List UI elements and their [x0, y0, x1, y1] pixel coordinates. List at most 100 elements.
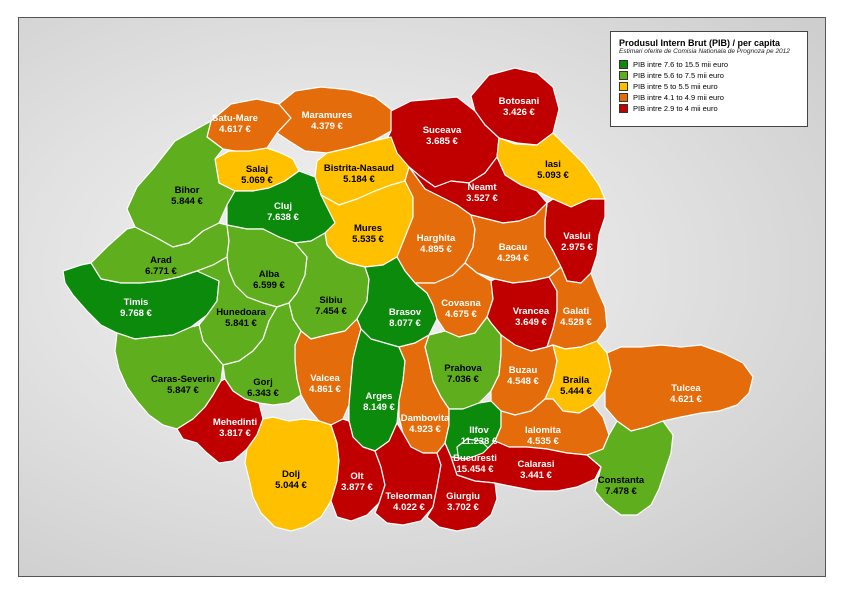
- county-value: 4.861 €: [309, 384, 341, 395]
- legend-item: PIB intre 7.6 to 15.5 mii euro: [619, 59, 799, 70]
- county-value: 3.702 €: [447, 502, 479, 513]
- county-label: Sibiu: [319, 295, 342, 306]
- legend-subtitle: Estimari oferite de Comisia Nationala de…: [619, 48, 790, 55]
- county-label: Alba: [259, 269, 280, 280]
- county-value: 2.975 €: [561, 242, 593, 253]
- county-label: Tulcea: [671, 383, 701, 394]
- county-value: 4.528 €: [560, 317, 592, 328]
- county-value: 3.426 €: [503, 107, 535, 118]
- county-value: 4.617 €: [219, 124, 251, 135]
- county-label: Bihor: [175, 185, 200, 196]
- county-value: 5.841 €: [225, 318, 257, 329]
- county-value: 5.844 €: [171, 196, 203, 207]
- county-value: 3.685 €: [426, 136, 458, 147]
- county-value: 5.847 €: [167, 385, 199, 396]
- county-value: 7.478 €: [605, 486, 637, 497]
- county-label: Teleorman: [385, 491, 433, 502]
- county-value: 9.768 €: [120, 308, 152, 319]
- county-value: 4.895 €: [420, 244, 452, 255]
- legend-item: PIB intre 5.6 to 7.5 mii euro: [619, 70, 799, 81]
- county-label: Bucuresti: [453, 453, 497, 464]
- legend-title: Produsul Intern Brut (PIB) / per capita: [619, 38, 781, 48]
- county-value: 8.149 €: [363, 402, 395, 413]
- county-tulcea: [604, 344, 754, 432]
- county-value: 15.454 €: [457, 464, 495, 475]
- county-label: Caras-Severin: [151, 374, 215, 385]
- county-label: Suceava: [423, 125, 462, 136]
- legend-label: PIB intre 2.9 to 4 mii euro: [633, 104, 718, 113]
- county-label: Timis: [124, 297, 149, 308]
- county-label: Dolj: [282, 469, 300, 480]
- county-value: 3.817 €: [219, 428, 251, 439]
- map-frame: Satu-Mare 4.617 € Maramures 4.379 € Botosani…: [18, 17, 826, 577]
- county-value: 7.036 €: [447, 374, 479, 385]
- county-value: 3.649 €: [515, 317, 547, 328]
- county-label: Maramures: [302, 110, 353, 121]
- county-label: Constanta: [598, 475, 645, 486]
- legend-swatch: [619, 71, 628, 80]
- county-constanta: [586, 420, 674, 516]
- county-value: 4.535 €: [527, 436, 559, 447]
- legend-swatch: [619, 93, 628, 102]
- county-value: 4.548 €: [507, 376, 539, 387]
- county-value: 6.343 €: [247, 388, 279, 399]
- county-label: Harghita: [417, 233, 456, 244]
- county-label: Mures: [354, 223, 382, 234]
- county-value: 5.069 €: [241, 175, 273, 186]
- county-label: Buzau: [509, 365, 538, 376]
- county-value: 5.184 €: [343, 174, 375, 185]
- county-value: 3.877 €: [341, 482, 373, 493]
- county-label: Vaslui: [563, 231, 590, 242]
- county-label: Valcea: [310, 373, 340, 384]
- county-value: 4.022 €: [393, 502, 425, 513]
- county-value: 7.454 €: [315, 306, 347, 317]
- county-value: 4.923 €: [409, 424, 441, 435]
- county-value: 3.441 €: [520, 470, 552, 481]
- county-label: Cluj: [274, 201, 292, 212]
- legend-swatch: [619, 104, 628, 113]
- county-label: Prahova: [444, 363, 482, 374]
- county-value: 5.093 €: [537, 170, 569, 181]
- county-value: 11.238 €: [461, 436, 498, 447]
- county-value: 4.294 €: [497, 253, 529, 264]
- county-label: Mehedinti: [213, 417, 257, 428]
- legend-item: PIB intre 5 to 5.5 mii euro: [619, 81, 799, 92]
- legend-label: PIB intre 5 to 5.5 mii euro: [633, 82, 718, 91]
- county-label: Dambovita: [401, 413, 450, 424]
- county-label: Arad: [150, 255, 172, 266]
- county-value: 5.535 €: [352, 234, 384, 245]
- county-label: Satu-Mare: [212, 113, 258, 124]
- legend-label: PIB intre 4.1 to 4.9 mii euro: [633, 93, 724, 102]
- county-value: 4.379 €: [311, 121, 343, 132]
- county-value: 3.527 €: [466, 193, 498, 204]
- county-value: 5.444 €: [560, 386, 592, 397]
- county-value: 6.599 €: [253, 280, 285, 291]
- county-label: Salaj: [246, 164, 268, 175]
- county-value: 5.044 €: [275, 480, 307, 491]
- county-value: 4.675 €: [445, 309, 477, 320]
- county-regions: [62, 67, 754, 532]
- county-label: Olt: [350, 471, 364, 482]
- legend-label: PIB intre 5.6 to 7.5 mii euro: [633, 71, 724, 80]
- county-label: Calarasi: [518, 459, 555, 470]
- county-label: Covasna: [441, 298, 481, 309]
- county-label: Bistrita-Nasaud: [324, 163, 394, 174]
- county-label: Braila: [563, 375, 590, 386]
- county-label: Brasov: [389, 307, 422, 318]
- legend-item: PIB intre 2.9 to 4 mii euro: [619, 103, 799, 114]
- county-label: Arges: [366, 391, 393, 402]
- county-label: Bacau: [499, 242, 528, 253]
- county-label: Giurgiu: [446, 491, 480, 502]
- county-label: Ialomita: [525, 425, 562, 436]
- county-value: 6.771 €: [145, 266, 177, 277]
- map-legend: Produsul Intern Brut (PIB) / per capita …: [610, 31, 808, 127]
- county-label: Galati: [563, 306, 589, 317]
- legend-swatch: [619, 82, 628, 91]
- legend-swatch: [619, 60, 628, 69]
- county-label: Botosani: [499, 96, 540, 107]
- county-giurgiu: [426, 442, 498, 532]
- county-label: Iasi: [545, 159, 561, 170]
- county-label: Ilfov: [469, 425, 489, 436]
- county-value: 8.077 €: [389, 318, 421, 329]
